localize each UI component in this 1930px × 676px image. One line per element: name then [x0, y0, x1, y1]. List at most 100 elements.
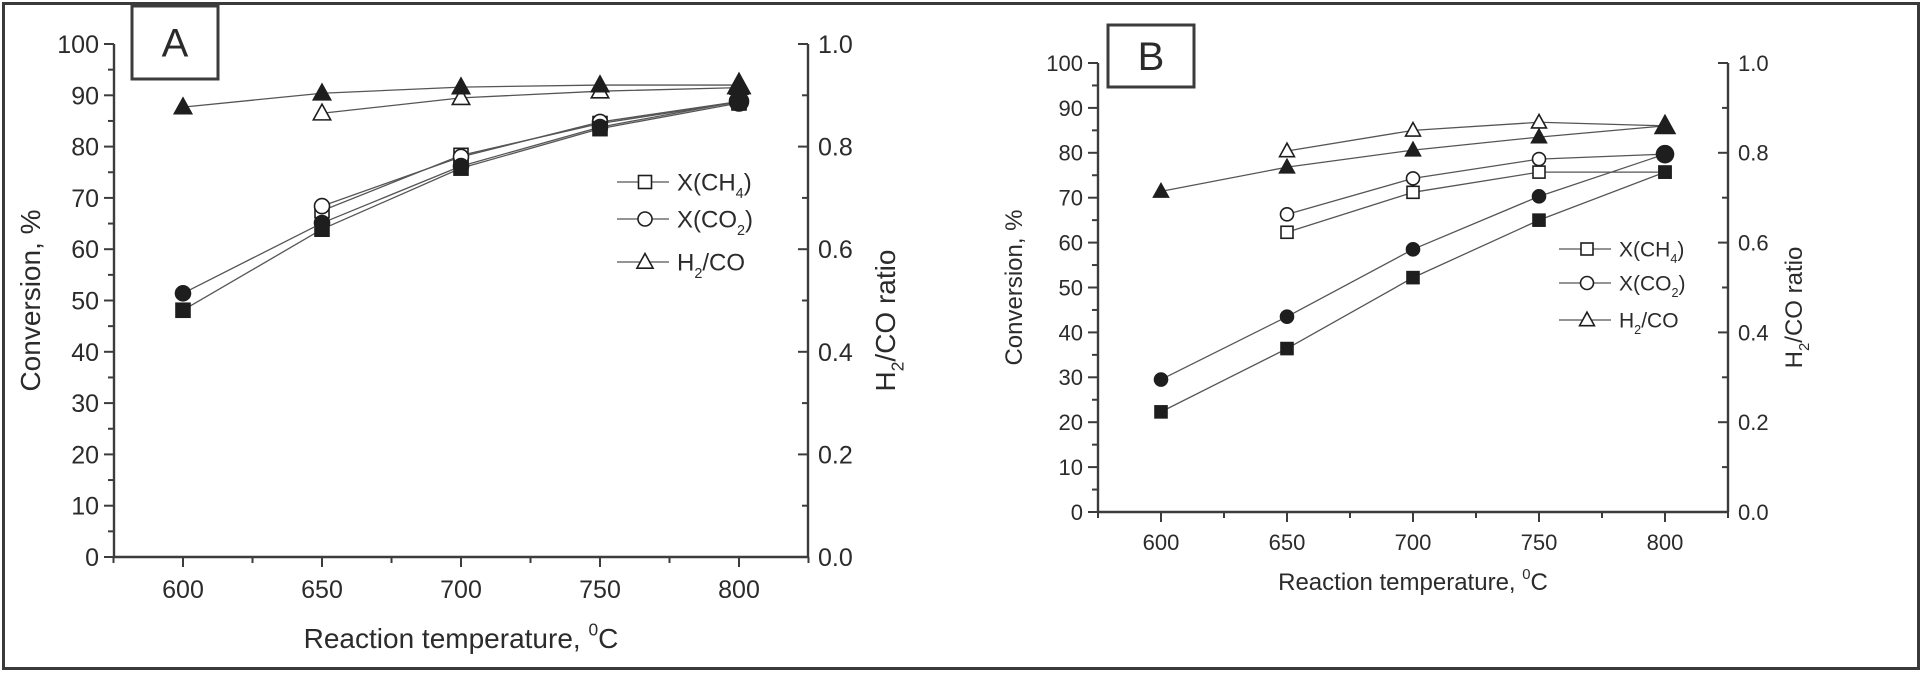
series-x-ch4-open — [1280, 165, 1672, 240]
open-square-marker — [1532, 165, 1546, 179]
filled-circle-marker — [313, 214, 331, 232]
y-tick-label: 20 — [1059, 410, 1083, 435]
legend-label-main: X(CO — [1619, 273, 1672, 296]
filled-circle-marker — [174, 285, 192, 302]
y-tick-label: 100 — [57, 31, 99, 59]
y-tick-label: 40 — [71, 339, 99, 367]
series-line — [321, 86, 740, 114]
y-tick-label: 80 — [1059, 141, 1083, 166]
y-tick-label: 60 — [71, 236, 99, 264]
legend-label-main: X(CH — [1619, 239, 1670, 262]
filled-square-marker — [1658, 165, 1672, 179]
y-tick-label: 10 — [71, 493, 99, 521]
x-axis-title-main: Reaction temperature, — [304, 623, 589, 654]
open-circle-marker — [313, 197, 331, 215]
y2-tick-label: 0.8 — [818, 134, 853, 162]
open-triangle-marker — [1278, 141, 1296, 158]
filled-square-marker — [1532, 213, 1546, 227]
series-line — [1160, 171, 1666, 413]
x-axis-title: Reaction temperature, 0C — [1278, 567, 1548, 596]
filled-square-marker — [175, 302, 191, 319]
chart-panel-b: B01020304050607080901000.00.20.40.60.81.… — [1001, 23, 1813, 596]
series-x-co2-open — [1279, 146, 1673, 222]
filled-triangle-marker — [450, 76, 472, 95]
y-tick-label: 60 — [1059, 231, 1083, 256]
open-circle-marker — [1405, 171, 1421, 186]
legend-label-tail: ) — [745, 207, 753, 234]
x-tick-label: 750 — [579, 576, 621, 604]
y2-tick-label: 0.0 — [1738, 500, 1769, 525]
y2-tick-label: 1.0 — [1738, 51, 1769, 76]
legend-label: H2/CO — [677, 250, 745, 282]
filled-triangle-marker — [1152, 181, 1170, 198]
filled-circle-marker — [591, 118, 609, 136]
filled-square-marker — [1406, 270, 1420, 285]
open-triangle-marker — [1530, 112, 1548, 129]
filled-triangle-marker — [726, 71, 752, 95]
x-tick-label: 650 — [301, 576, 343, 604]
series-h2-co-filled — [172, 71, 752, 115]
y2-title-sub: 2 — [1797, 343, 1813, 351]
panel-label-box — [1106, 23, 1196, 89]
y-axis-title: Conversion, % — [15, 209, 46, 391]
legend-item-square: X(CH4) — [1559, 239, 1684, 266]
series-line — [182, 100, 740, 294]
open-triangle-marker — [1404, 120, 1422, 137]
filled-triangle-marker — [311, 82, 333, 101]
filled-triangle-marker — [589, 74, 611, 93]
filled-circle-marker — [1655, 144, 1675, 164]
y-tick-label: 50 — [1059, 275, 1083, 300]
x-tick-label: 650 — [1269, 530, 1306, 555]
y2-tick-label: 0.0 — [818, 544, 853, 572]
legend-label-main: H — [677, 250, 694, 277]
x-tick-label: 800 — [1647, 530, 1684, 555]
legend-item-triangle: H2/CO — [617, 250, 745, 282]
legend-label-main: X(CO — [677, 207, 737, 234]
legend-label-tail: ) — [1677, 239, 1684, 262]
open-circle-marker — [1579, 275, 1595, 291]
y-tick-label: 90 — [71, 82, 99, 110]
x-axis-title: Reaction temperature, 0C — [304, 619, 619, 654]
filled-triangle-marker — [1278, 157, 1296, 174]
y-tick-label: 100 — [1046, 51, 1083, 76]
y-tick-label: 0 — [85, 544, 99, 572]
legend-label-tail: /CO — [702, 250, 745, 277]
y2-tick-label: 0.6 — [818, 236, 853, 264]
x-axis-title-unit: C — [1531, 569, 1548, 596]
filled-circle-marker — [728, 91, 750, 112]
y2-tick-label: 0.8 — [1738, 141, 1769, 166]
legend-label-sub: 4 — [736, 186, 744, 202]
open-square-marker — [1280, 225, 1294, 240]
series-h2-co-open — [1278, 112, 1674, 158]
legend-label-tail: ) — [744, 170, 752, 197]
filled-triangle-marker — [1404, 140, 1422, 157]
y2-title-sub: 2 — [887, 362, 907, 372]
series-x-co2-filled — [1153, 144, 1675, 387]
filled-circle-marker — [1279, 309, 1295, 324]
open-circle-marker — [1531, 151, 1547, 167]
filled-square-marker — [1154, 405, 1168, 419]
x-tick-label: 700 — [1395, 530, 1432, 555]
legend-label-main: H — [1619, 310, 1634, 333]
series-line — [321, 100, 740, 207]
y2-tick-label: 0.2 — [1738, 410, 1769, 435]
y2-axis-title: H2/CO ratio — [1781, 247, 1813, 369]
open-square-marker — [1580, 242, 1594, 256]
legend-label: X(CO2) — [677, 207, 753, 239]
y-tick-label: 40 — [1059, 320, 1083, 345]
open-circle-marker — [1279, 207, 1295, 222]
open-circle-marker — [637, 211, 653, 227]
legend-label-tail: ) — [1679, 273, 1686, 296]
filled-circle-marker — [452, 157, 470, 175]
y-tick-label: 10 — [1059, 455, 1083, 480]
series-line — [1286, 153, 1666, 215]
open-square-marker — [1406, 185, 1420, 200]
y-tick-label: 70 — [1059, 186, 1083, 211]
y2-tick-label: 0.4 — [1738, 320, 1769, 345]
legend-label-sub: 2 — [694, 266, 702, 282]
x-axis-title-main: Reaction temperature, — [1278, 569, 1522, 596]
x-axis-title-unit: C — [598, 623, 618, 654]
panel-label-box — [130, 4, 220, 81]
filled-circle-marker — [1405, 242, 1421, 257]
